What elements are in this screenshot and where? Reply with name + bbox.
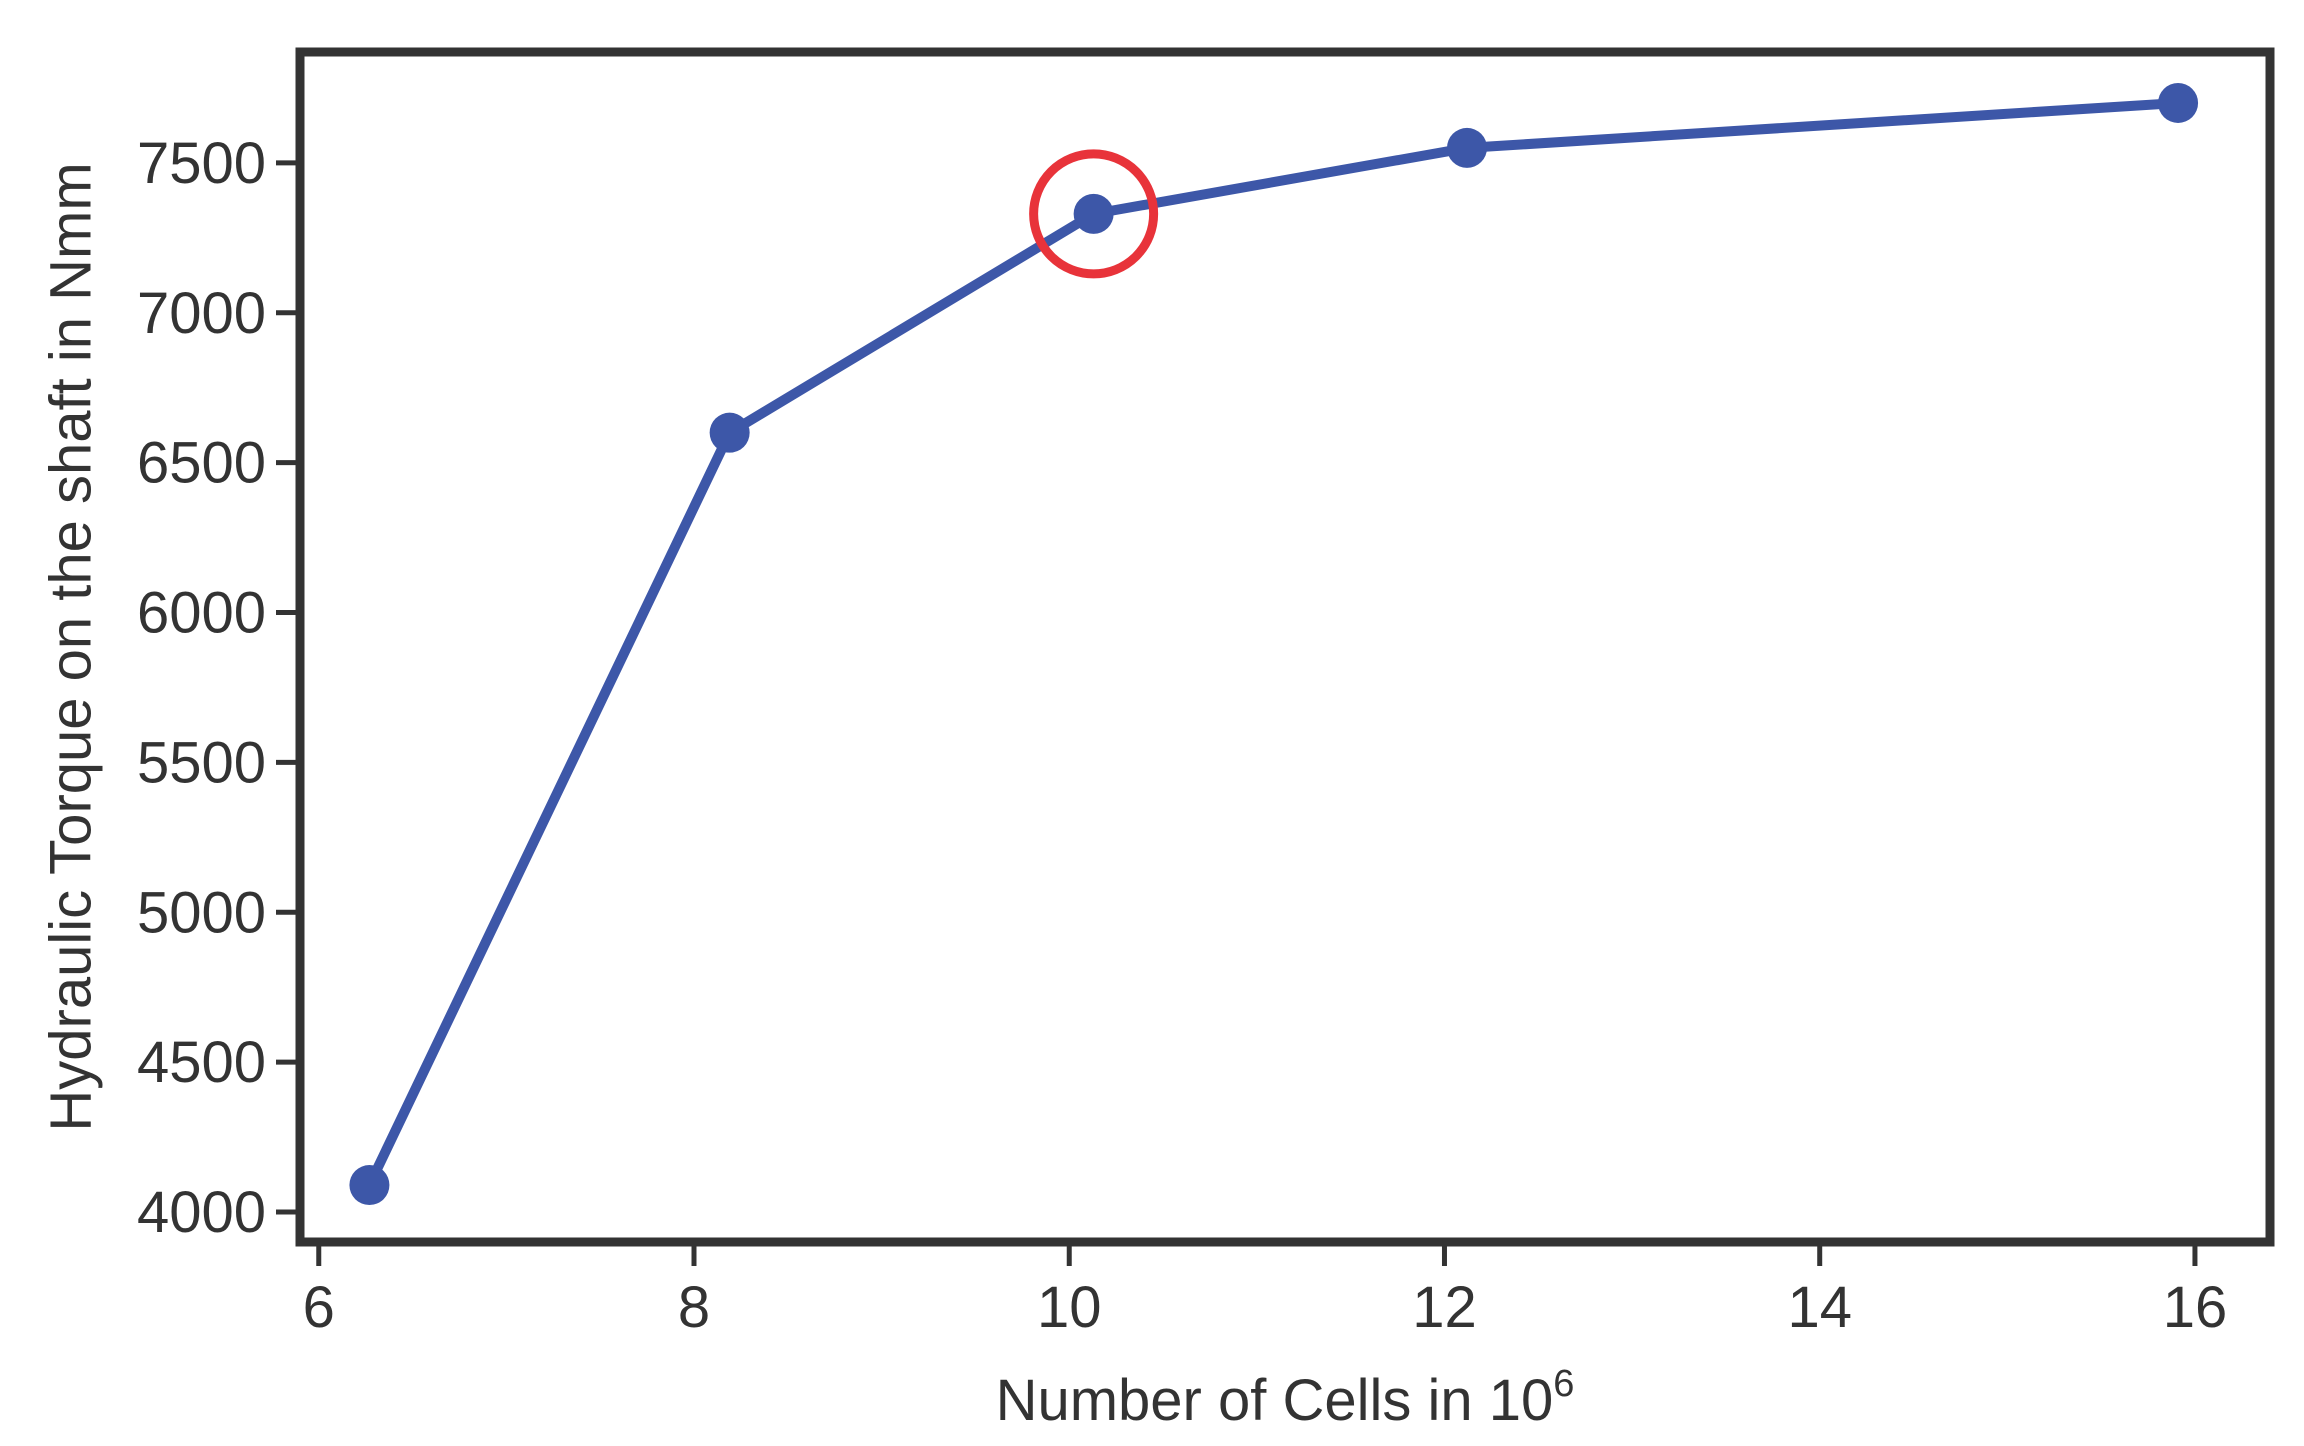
marks-layer <box>349 82 2199 1206</box>
data-point <box>1073 193 1114 234</box>
data-point <box>349 1165 390 1206</box>
plot-area-frame <box>295 47 2275 1247</box>
x-tick-label: 14 <box>1787 1275 1852 1340</box>
y-tick-label: 7500 <box>137 131 266 196</box>
y-tick-label: 6000 <box>137 581 266 646</box>
x-tick-label: 6 <box>303 1275 335 1340</box>
y-tick-label: 4500 <box>137 1030 266 1095</box>
y-tick-label: 4000 <box>137 1180 266 1245</box>
data-point <box>1446 127 1487 168</box>
y-tick-label: 7000 <box>137 281 266 346</box>
y-axis-label: Hydraulic Torque on the shaft in Nmm <box>38 162 103 1131</box>
x-axis-label-superscript: 6 <box>1553 1363 1574 1405</box>
x-tick-label: 10 <box>1037 1275 1102 1340</box>
x-tick-label: 12 <box>1412 1275 1477 1340</box>
x-tick-label: 16 <box>2163 1275 2228 1340</box>
series-line <box>364 97 2184 1191</box>
x-axis-label-text: Number of Cells in 10 <box>996 1368 1554 1433</box>
highlight-circle <box>1029 149 1159 279</box>
y-tick-label: 6500 <box>137 431 266 496</box>
data-point <box>709 412 750 453</box>
ticks-layer: 6 8 10 12 14 16 4000 4500 5000 5500 6000 6500 7000 75… <box>137 131 2227 1340</box>
x-axis-label: Number of Cells in 106 <box>996 1363 1575 1433</box>
data-point <box>2158 82 2199 123</box>
y-tick-label: 5000 <box>137 880 266 945</box>
x-tick-label: 8 <box>678 1275 710 1340</box>
y-tick-label: 5500 <box>137 730 266 795</box>
